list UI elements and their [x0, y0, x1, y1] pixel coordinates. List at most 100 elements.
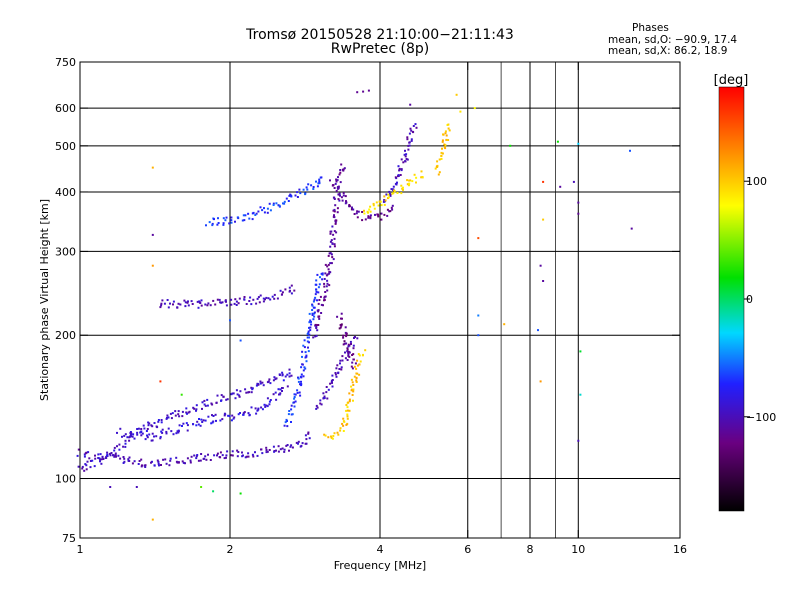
data-point: [347, 401, 350, 404]
data-point: [243, 411, 246, 414]
data-point: [316, 309, 319, 312]
data-point: [387, 193, 390, 196]
data-point: [275, 202, 278, 205]
data-point: [334, 182, 337, 185]
data-point: [256, 297, 259, 300]
data-point: [348, 351, 351, 354]
data-point: [184, 301, 187, 304]
data-point: [237, 413, 240, 416]
colorbar-tick-label: 100: [746, 175, 767, 188]
data-point: [148, 433, 151, 436]
data-point: [408, 132, 411, 135]
data-point: [334, 372, 337, 374]
data-point: [314, 293, 317, 296]
data-point: [239, 390, 242, 393]
data-point: [311, 314, 314, 316]
data-point: [265, 404, 268, 407]
data-point: [420, 176, 423, 179]
data-point: [337, 187, 340, 190]
data-point: [236, 449, 239, 452]
data-point: [275, 398, 278, 401]
data-point: [435, 165, 438, 168]
data-point: [308, 321, 311, 324]
data-point: [315, 334, 318, 337]
data-point: [207, 453, 209, 456]
data-point: [151, 233, 154, 236]
data-point: [184, 462, 186, 465]
data-point: [213, 218, 215, 221]
data-point: [408, 141, 411, 144]
data-point: [347, 353, 350, 356]
data-point: [333, 230, 336, 233]
data-point: [322, 392, 325, 395]
data-point: [346, 347, 349, 350]
data-point: [297, 442, 299, 445]
data-point: [214, 303, 217, 306]
data-point: [215, 401, 218, 404]
data-point: [398, 169, 401, 172]
data-point: [318, 180, 321, 183]
data-point: [339, 181, 342, 184]
data-point: [290, 444, 293, 447]
data-point: [212, 415, 215, 417]
data-point: [406, 138, 409, 141]
data-point: [160, 302, 163, 305]
data-point: [215, 419, 217, 422]
data-point: [281, 291, 284, 294]
data-point: [291, 413, 294, 416]
data-point: [355, 379, 358, 382]
data-point: [261, 408, 264, 411]
data-point: [299, 394, 302, 397]
data-point: [326, 289, 329, 292]
data-point: [221, 418, 224, 421]
data-point: [184, 305, 187, 308]
data-point: [185, 411, 188, 414]
data-point: [85, 468, 88, 471]
data-point: [314, 323, 317, 326]
data-point: [172, 433, 175, 436]
data-point: [181, 460, 184, 463]
data-point: [288, 194, 291, 197]
data-point: [358, 373, 361, 376]
data-point: [309, 329, 312, 332]
data-point: [290, 194, 293, 197]
data-point: [261, 381, 264, 384]
data-point: [344, 195, 347, 198]
data-point: [286, 385, 289, 388]
data-point: [333, 208, 336, 211]
data-point: [277, 204, 280, 207]
data-point: [259, 294, 262, 297]
data-point: [279, 392, 282, 395]
data-point: [271, 295, 274, 298]
data-point: [281, 371, 284, 374]
data-point: [331, 225, 334, 228]
data-point: [356, 359, 359, 362]
data-point: [335, 178, 338, 181]
data-point: [333, 198, 336, 200]
data-point: [316, 329, 319, 332]
data-point: [509, 144, 512, 147]
data-point: [329, 382, 332, 385]
data-point: [421, 176, 424, 178]
data-point: [236, 455, 239, 458]
data-point: [308, 341, 310, 344]
data-point: [219, 456, 222, 459]
data-point: [304, 442, 307, 445]
x-tick-label: 2: [227, 543, 234, 556]
data-point: [327, 268, 330, 271]
data-point: [364, 218, 367, 221]
data-point: [316, 299, 318, 302]
data-point: [167, 416, 170, 419]
data-point: [195, 457, 198, 460]
data-points: [76, 89, 633, 521]
data-point: [336, 211, 339, 214]
data-point: [239, 492, 242, 495]
data-point: [222, 223, 225, 226]
data-point: [316, 273, 319, 276]
data-point: [448, 129, 451, 132]
data-point: [408, 144, 411, 147]
data-point: [276, 297, 279, 300]
data-point: [309, 326, 312, 329]
data-point: [338, 193, 340, 196]
data-point: [346, 415, 349, 418]
